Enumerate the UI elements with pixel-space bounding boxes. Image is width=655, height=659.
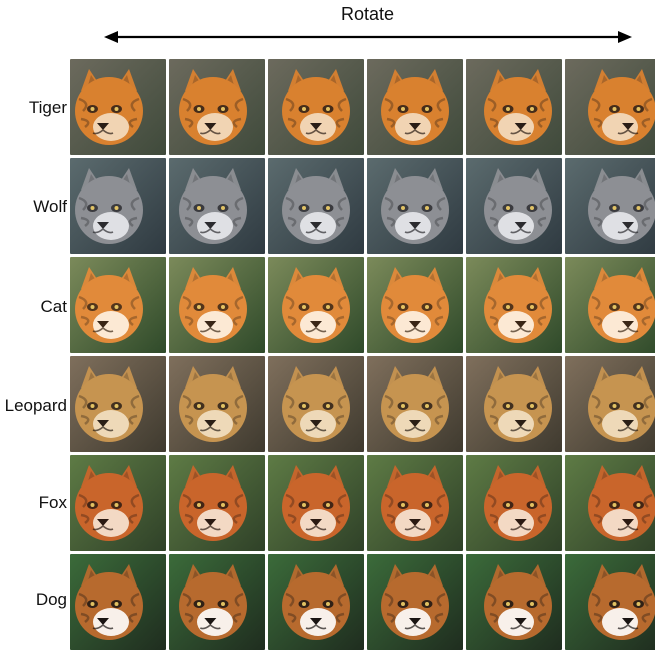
tiger-face-r0-c5 [565,59,655,155]
wolf-face-r1-c3 [367,158,463,254]
wolf-face-r1-c5 [565,158,655,254]
cat-face-r2-c1 [169,257,265,353]
cat-face-r2-c5 [565,257,655,353]
wolf-face-r1-c0 [70,158,166,254]
rotate-arrow-icon [104,31,632,43]
fox-face-r4-c5 [565,455,655,551]
leopard-face-r3-c5 [565,356,655,452]
fox-face-r4-c1 [169,455,265,551]
row-label-cat: Cat [40,297,67,316]
fox-face-r4-c3 [367,455,463,551]
row-label-wolf: Wolf [33,197,67,216]
leopard-face-r3-c3 [367,356,463,452]
rotate-label: Rotate [340,4,395,24]
row-label-leopard: Leopard [4,396,67,415]
tiger-face-r0-c2 [268,59,364,155]
dog-face-r5-c1 [169,554,265,650]
leopard-face-r3-c4 [466,356,562,452]
cat-face-r2-c3 [367,257,463,353]
wolf-face-r1-c2 [268,158,364,254]
row-label-fox: Fox [38,493,67,512]
tiger-face-r0-c4 [466,59,562,155]
fox-face-r4-c0 [70,455,166,551]
fox-face-r4-c2 [268,455,364,551]
leopard-face-r3-c1 [169,356,265,452]
row-label-tiger: Tiger [28,98,67,117]
image-grid [70,59,655,659]
wolf-face-r1-c1 [169,158,265,254]
leopard-face-r3-c0 [70,356,166,452]
tiger-face-r0-c1 [169,59,265,155]
dog-face-r5-c2 [268,554,364,650]
tiger-face-r0-c3 [367,59,463,155]
cat-face-r2-c0 [70,257,166,353]
cat-face-r2-c4 [466,257,562,353]
row-label-dog: Dog [35,590,67,609]
dog-face-r5-c4 [466,554,562,650]
dog-face-r5-c5 [565,554,655,650]
dog-face-r5-c3 [367,554,463,650]
leopard-face-r3-c2 [268,356,364,452]
dog-face-r5-c0 [70,554,166,650]
tiger-face-r0-c0 [70,59,166,155]
cat-face-r2-c2 [268,257,364,353]
fox-face-r4-c4 [466,455,562,551]
wolf-face-r1-c4 [466,158,562,254]
